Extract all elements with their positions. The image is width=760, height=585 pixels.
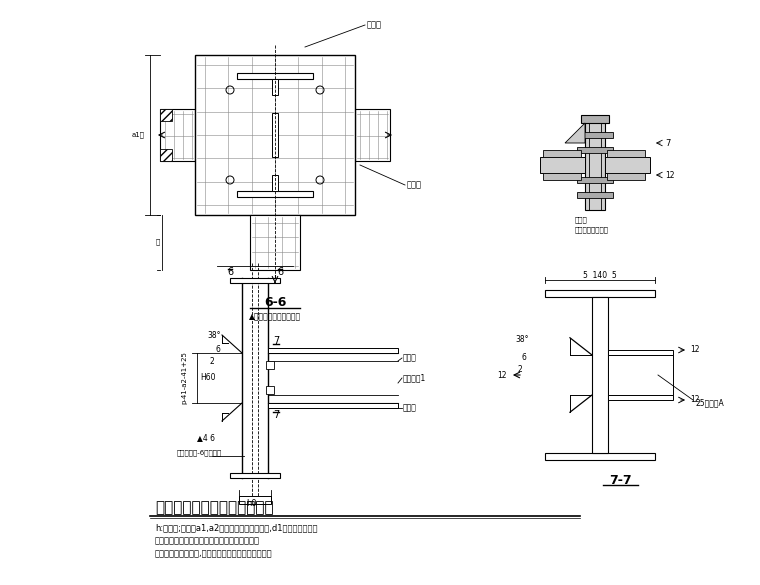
- Bar: [239, 496, 271, 504]
- Text: 6: 6: [215, 346, 220, 355]
- Text: 型钢柱: 型钢柱: [367, 20, 382, 29]
- Bar: [608, 350, 673, 355]
- Text: 楼盖层: 楼盖层: [407, 181, 422, 190]
- Text: 12: 12: [690, 346, 699, 355]
- Polygon shape: [565, 123, 585, 143]
- Bar: [608, 395, 673, 400]
- Text: h:为梁高;翼缘角a1,a2为上下翼缘防护层厚度,d1为上翼缘高差距: h:为梁高;翼缘角a1,a2为上下翼缘防护层厚度,d1为上翼缘高差距: [155, 524, 318, 532]
- Text: 6: 6: [521, 353, 526, 362]
- Bar: [605, 157, 650, 173]
- Bar: [545, 453, 655, 460]
- Bar: [237, 73, 313, 79]
- Bar: [543, 150, 581, 157]
- Text: 5  140  5: 5 140 5: [583, 270, 617, 280]
- Bar: [230, 278, 280, 283]
- Text: H60: H60: [200, 373, 216, 383]
- Text: 型钢柱与梁相交处节点构造二: 型钢柱与梁相交处节点构造二: [155, 501, 274, 515]
- Bar: [577, 177, 613, 183]
- Text: 38°: 38°: [515, 336, 528, 345]
- Text: 6: 6: [227, 267, 233, 277]
- Bar: [545, 290, 655, 297]
- Bar: [272, 175, 278, 191]
- Text: 6: 6: [277, 267, 283, 277]
- Text: 高强螺栓孔-6钻孔数量: 高强螺栓孔-6钻孔数量: [177, 450, 222, 456]
- Bar: [160, 109, 172, 121]
- Text: 当觉板层多于一道时,并未缩板层由低处排于钢管外侧: 当觉板层多于一道时,并未缩板层由低处排于钢管外侧: [155, 549, 273, 559]
- Bar: [577, 147, 613, 153]
- Text: 7-7: 7-7: [609, 473, 632, 487]
- Bar: [607, 150, 645, 157]
- Text: 38°: 38°: [207, 332, 220, 340]
- Text: ▲4 6: ▲4 6: [197, 433, 215, 442]
- Bar: [540, 157, 585, 173]
- Bar: [585, 120, 605, 210]
- Text: 楼盖板层1: 楼盖板层1: [403, 373, 426, 383]
- Bar: [160, 109, 195, 161]
- Bar: [272, 113, 278, 157]
- Bar: [543, 173, 581, 180]
- Text: p-41-a2-41+25: p-41-a2-41+25: [181, 352, 187, 404]
- Bar: [266, 386, 274, 394]
- Text: 12: 12: [498, 370, 507, 380]
- Text: ▲表示钢筋向下插入柱中: ▲表示钢筋向下插入柱中: [249, 312, 301, 322]
- Bar: [592, 297, 608, 453]
- Text: 型钢牛腿构造详图: 型钢牛腿构造详图: [575, 227, 609, 233]
- Bar: [268, 403, 398, 408]
- Text: 加劲板: 加劲板: [403, 353, 417, 363]
- Bar: [577, 192, 613, 198]
- Text: 7: 7: [273, 410, 279, 420]
- Text: 7: 7: [665, 139, 670, 147]
- Text: h0: h0: [247, 498, 258, 508]
- Bar: [230, 473, 280, 478]
- Bar: [160, 149, 172, 161]
- Text: 2: 2: [210, 357, 215, 366]
- Text: 另一方向翼缘参考本图（图中线条颜色示意出）: 另一方向翼缘参考本图（图中线条颜色示意出）: [155, 536, 260, 545]
- Text: 本钢柱: 本钢柱: [575, 216, 587, 223]
- Bar: [268, 348, 398, 353]
- Text: 12: 12: [665, 170, 675, 180]
- Bar: [608, 355, 673, 395]
- Bar: [581, 115, 609, 123]
- Text: 25号钢腹A: 25号钢腹A: [695, 398, 724, 408]
- Text: 乳: 乳: [156, 239, 160, 245]
- Text: 2: 2: [517, 366, 522, 374]
- Bar: [607, 173, 645, 180]
- Bar: [250, 215, 300, 270]
- Text: 12: 12: [690, 395, 699, 404]
- Bar: [237, 191, 313, 197]
- Text: a1点: a1点: [132, 132, 145, 138]
- Text: 7: 7: [273, 336, 279, 346]
- Bar: [266, 361, 274, 369]
- Bar: [577, 132, 613, 138]
- Bar: [195, 55, 355, 215]
- Text: 6-6: 6-6: [264, 295, 287, 308]
- Bar: [272, 79, 278, 95]
- Text: 楼盖板: 楼盖板: [403, 404, 417, 412]
- Bar: [355, 109, 390, 161]
